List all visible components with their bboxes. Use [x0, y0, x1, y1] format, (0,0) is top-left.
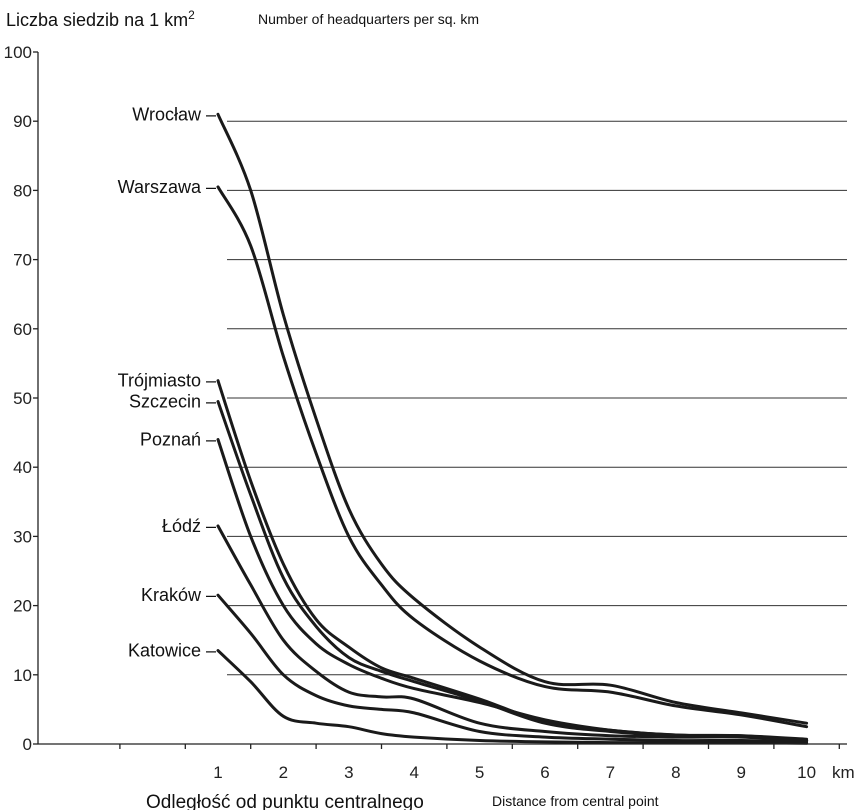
y-tick-label-0: 0: [23, 735, 32, 754]
series-line--o-dz-: [216, 524, 809, 742]
x-tick-label-1: 1: [213, 763, 222, 782]
series-line-poznan-: [216, 438, 809, 742]
x-tick-label-7: 7: [606, 763, 615, 782]
series-label-szczecin: Szczecin –: [129, 391, 216, 411]
y-tick-label-60: 60: [13, 320, 32, 339]
series-label--o-dz-: Łódź –: [162, 516, 216, 536]
series-label-wroc-aw: Wrocław –: [132, 104, 216, 124]
x-tick-label-3: 3: [344, 763, 353, 782]
y-tick-label-50: 50: [13, 389, 32, 408]
y-tick-label-80: 80: [13, 181, 32, 200]
x-tick-label-4: 4: [409, 763, 418, 782]
x-tick-label-2: 2: [279, 763, 288, 782]
series-label-krako-w: Kraków –: [141, 585, 216, 605]
x-tick-label-10: 10: [797, 763, 816, 782]
y-tick-label-30: 30: [13, 527, 32, 546]
series-line-katowice: [216, 649, 809, 745]
series-label-warszawa: Warszawa –: [118, 177, 216, 197]
y-axis-label: Liczba siedzib na 1 km2: [6, 8, 195, 30]
series-lines: [216, 112, 809, 745]
x-tick-label-5: 5: [475, 763, 484, 782]
x-axis-unit: km: [832, 763, 855, 782]
x-tick-label-6: 6: [540, 763, 549, 782]
series-line-wroc-aw: [216, 112, 809, 725]
y-tick-label-40: 40: [13, 458, 32, 477]
gridlines: [33, 51, 847, 749]
x-axis-label-en: Distance from central point: [492, 793, 659, 809]
y-tick-label-90: 90: [13, 112, 32, 131]
series-labels: Wrocław – Warszawa – Trójmiasto –Szczecin …: [118, 104, 216, 660]
y-axis-label-en: Number of headquarters per sq. km: [258, 11, 479, 27]
tick-labels: 0 10 20 30 40 50 60 70 80 90 100 1 2 3 4 5 6 7 8 9 10: [4, 43, 816, 782]
y-tick-label-10: 10: [13, 666, 32, 685]
y-axis-label-superscript: 2: [188, 8, 195, 22]
y-tick-label-100: 100: [4, 43, 32, 62]
series-line-tro-jmiasto: [216, 379, 809, 741]
series-line-krako-w: [216, 593, 809, 744]
series-label-tro-jmiasto: Trójmiasto –: [118, 371, 216, 391]
x-tick-label-8: 8: [671, 763, 680, 782]
y-tick-label-20: 20: [13, 597, 32, 616]
series-line-warszawa: [216, 185, 809, 729]
series-label-poznan-: Poznań –: [140, 430, 216, 450]
series-label-katowice: Katowice –: [128, 641, 216, 661]
x-axis-label: Odległość od punktu centralnego: [146, 792, 424, 810]
x-tick-label-9: 9: [736, 763, 745, 782]
y-tick-label-70: 70: [13, 251, 32, 270]
